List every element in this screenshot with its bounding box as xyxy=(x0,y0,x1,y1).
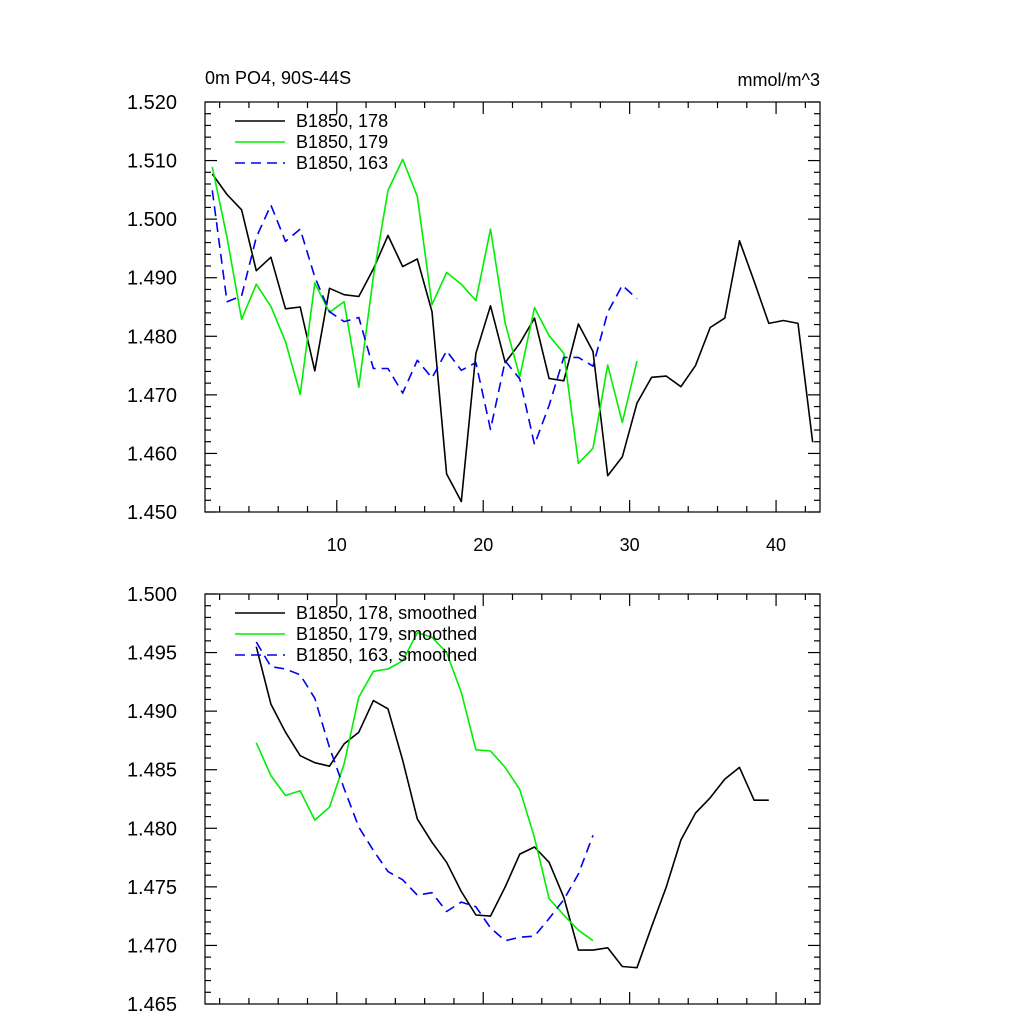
top-y-tick-label: 1.510 xyxy=(127,151,177,173)
bottom-y-tick-label: 1.485 xyxy=(127,760,177,782)
top-legend-label-3: B1850, 163 xyxy=(296,153,388,173)
bottom-y-tick-label: 1.475 xyxy=(127,877,177,899)
bottom-y-tick-label: 1.495 xyxy=(127,643,177,665)
bottom-legend-label-3: B1850, 163, smoothed xyxy=(296,645,477,665)
top-chart-title: 0m PO4, 90S-44S xyxy=(205,68,351,88)
top-x-tick-label: 40 xyxy=(766,535,786,555)
top-y-tick-label: 1.490 xyxy=(127,268,177,290)
top-chart-units: mmol/m^3 xyxy=(738,70,820,90)
bottom-y-tick-label: 1.480 xyxy=(127,818,177,840)
bottom-series-line-3 xyxy=(255,641,594,942)
top-legend-label-1: B1850, 178 xyxy=(296,111,388,131)
top-y-tick-label: 1.480 xyxy=(127,326,177,348)
bottom-series-line-2 xyxy=(255,631,594,942)
top-series-line-3 xyxy=(211,190,638,446)
bottom-y-tick-label: 1.470 xyxy=(127,935,177,957)
bottom-y-tick-label: 1.465 xyxy=(127,994,177,1016)
bottom-chart-panel: 1.465 1.470 1.475 1.480 1.485 1.490 1.495 1.500… xyxy=(127,584,821,1016)
top-legend-label-2: B1850, 179 xyxy=(296,132,388,152)
top-chart-panel: 10 20 30 40 1.450 1.460 1.470 1.480 1.490 1.500 1.… xyxy=(127,92,821,555)
top-x-tick-label: 30 xyxy=(620,535,640,555)
top-y-tick-label: 1.450 xyxy=(127,502,177,524)
bottom-legend-label-2: B1850, 179, smoothed xyxy=(296,624,477,644)
top-y-tick-label: 1.500 xyxy=(127,209,177,231)
top-y-tick-label: 1.520 xyxy=(127,92,177,114)
bottom-y-tick-label: 1.490 xyxy=(127,701,177,723)
top-x-tick-label: 10 xyxy=(327,535,347,555)
bottom-series-line-1 xyxy=(255,646,769,969)
top-y-tick-label: 1.470 xyxy=(127,385,177,407)
top-y-tick-label: 1.460 xyxy=(127,443,177,465)
top-x-tick-label: 20 xyxy=(473,535,493,555)
bottom-y-tick-label: 1.500 xyxy=(127,584,177,606)
bottom-legend-label-1: B1850, 178, smoothed xyxy=(296,603,477,623)
top-series-line-1 xyxy=(211,173,814,503)
top-series-line-2 xyxy=(211,158,638,465)
